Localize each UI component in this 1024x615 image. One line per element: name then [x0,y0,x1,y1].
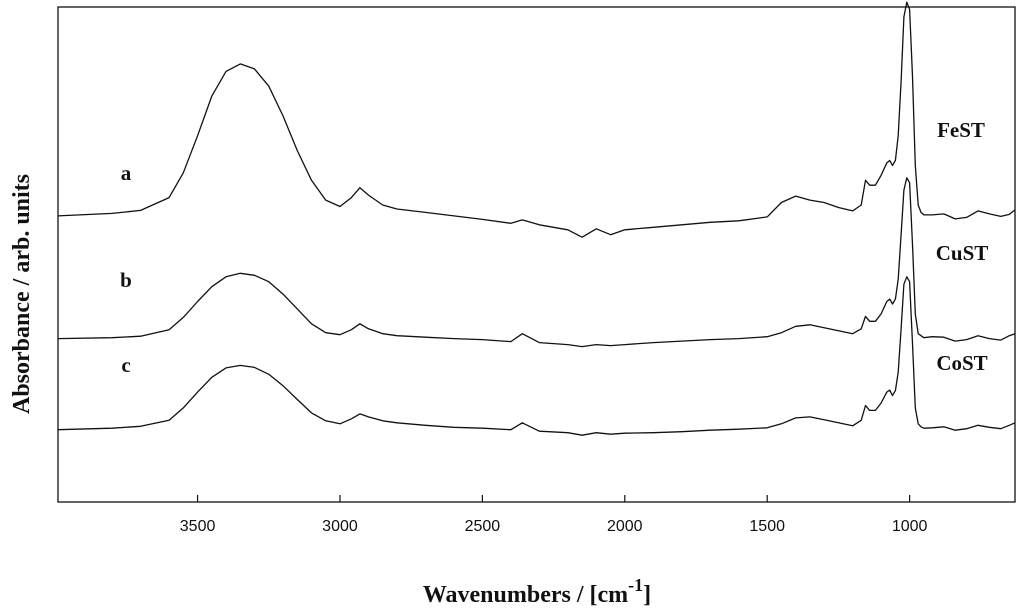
x-tick-label: 2500 [465,518,501,535]
x-tick-label: 3000 [322,518,358,535]
series-letter-c: c [121,353,130,377]
x-tick-label: 2000 [607,518,643,535]
series-name-cust: CuST [936,241,989,265]
spectrum-traces [57,1,1016,436]
x-tick-label: 3500 [180,518,216,535]
series-letter-a: a [121,161,132,185]
x-axis-title: Wavenumbers / [cm-1] [423,575,651,608]
x-axis-title-main: Wavenumbers / [cm [423,582,628,608]
series-name-cost: CoST [936,351,987,375]
x-tick-label: 1500 [749,518,785,535]
y-axis-title: Absorbance / arb. units [9,174,35,414]
x-axis-ticks: 3500 3000 2500 2000 1500 1000 [180,495,928,535]
x-axis-title-end: ] [643,582,651,608]
series-name-fest: FeST [937,118,985,142]
x-axis-title-superscript: -1 [628,575,643,595]
x-tick-label: 1000 [892,518,928,535]
plot-frame [57,6,1016,503]
series-labels: a FeST b CuST c CoST [120,118,988,377]
series-line-cost [57,276,1016,436]
series-line-fest [57,1,1016,238]
series-line-cust [57,177,1016,348]
series-letter-b: b [120,268,132,292]
